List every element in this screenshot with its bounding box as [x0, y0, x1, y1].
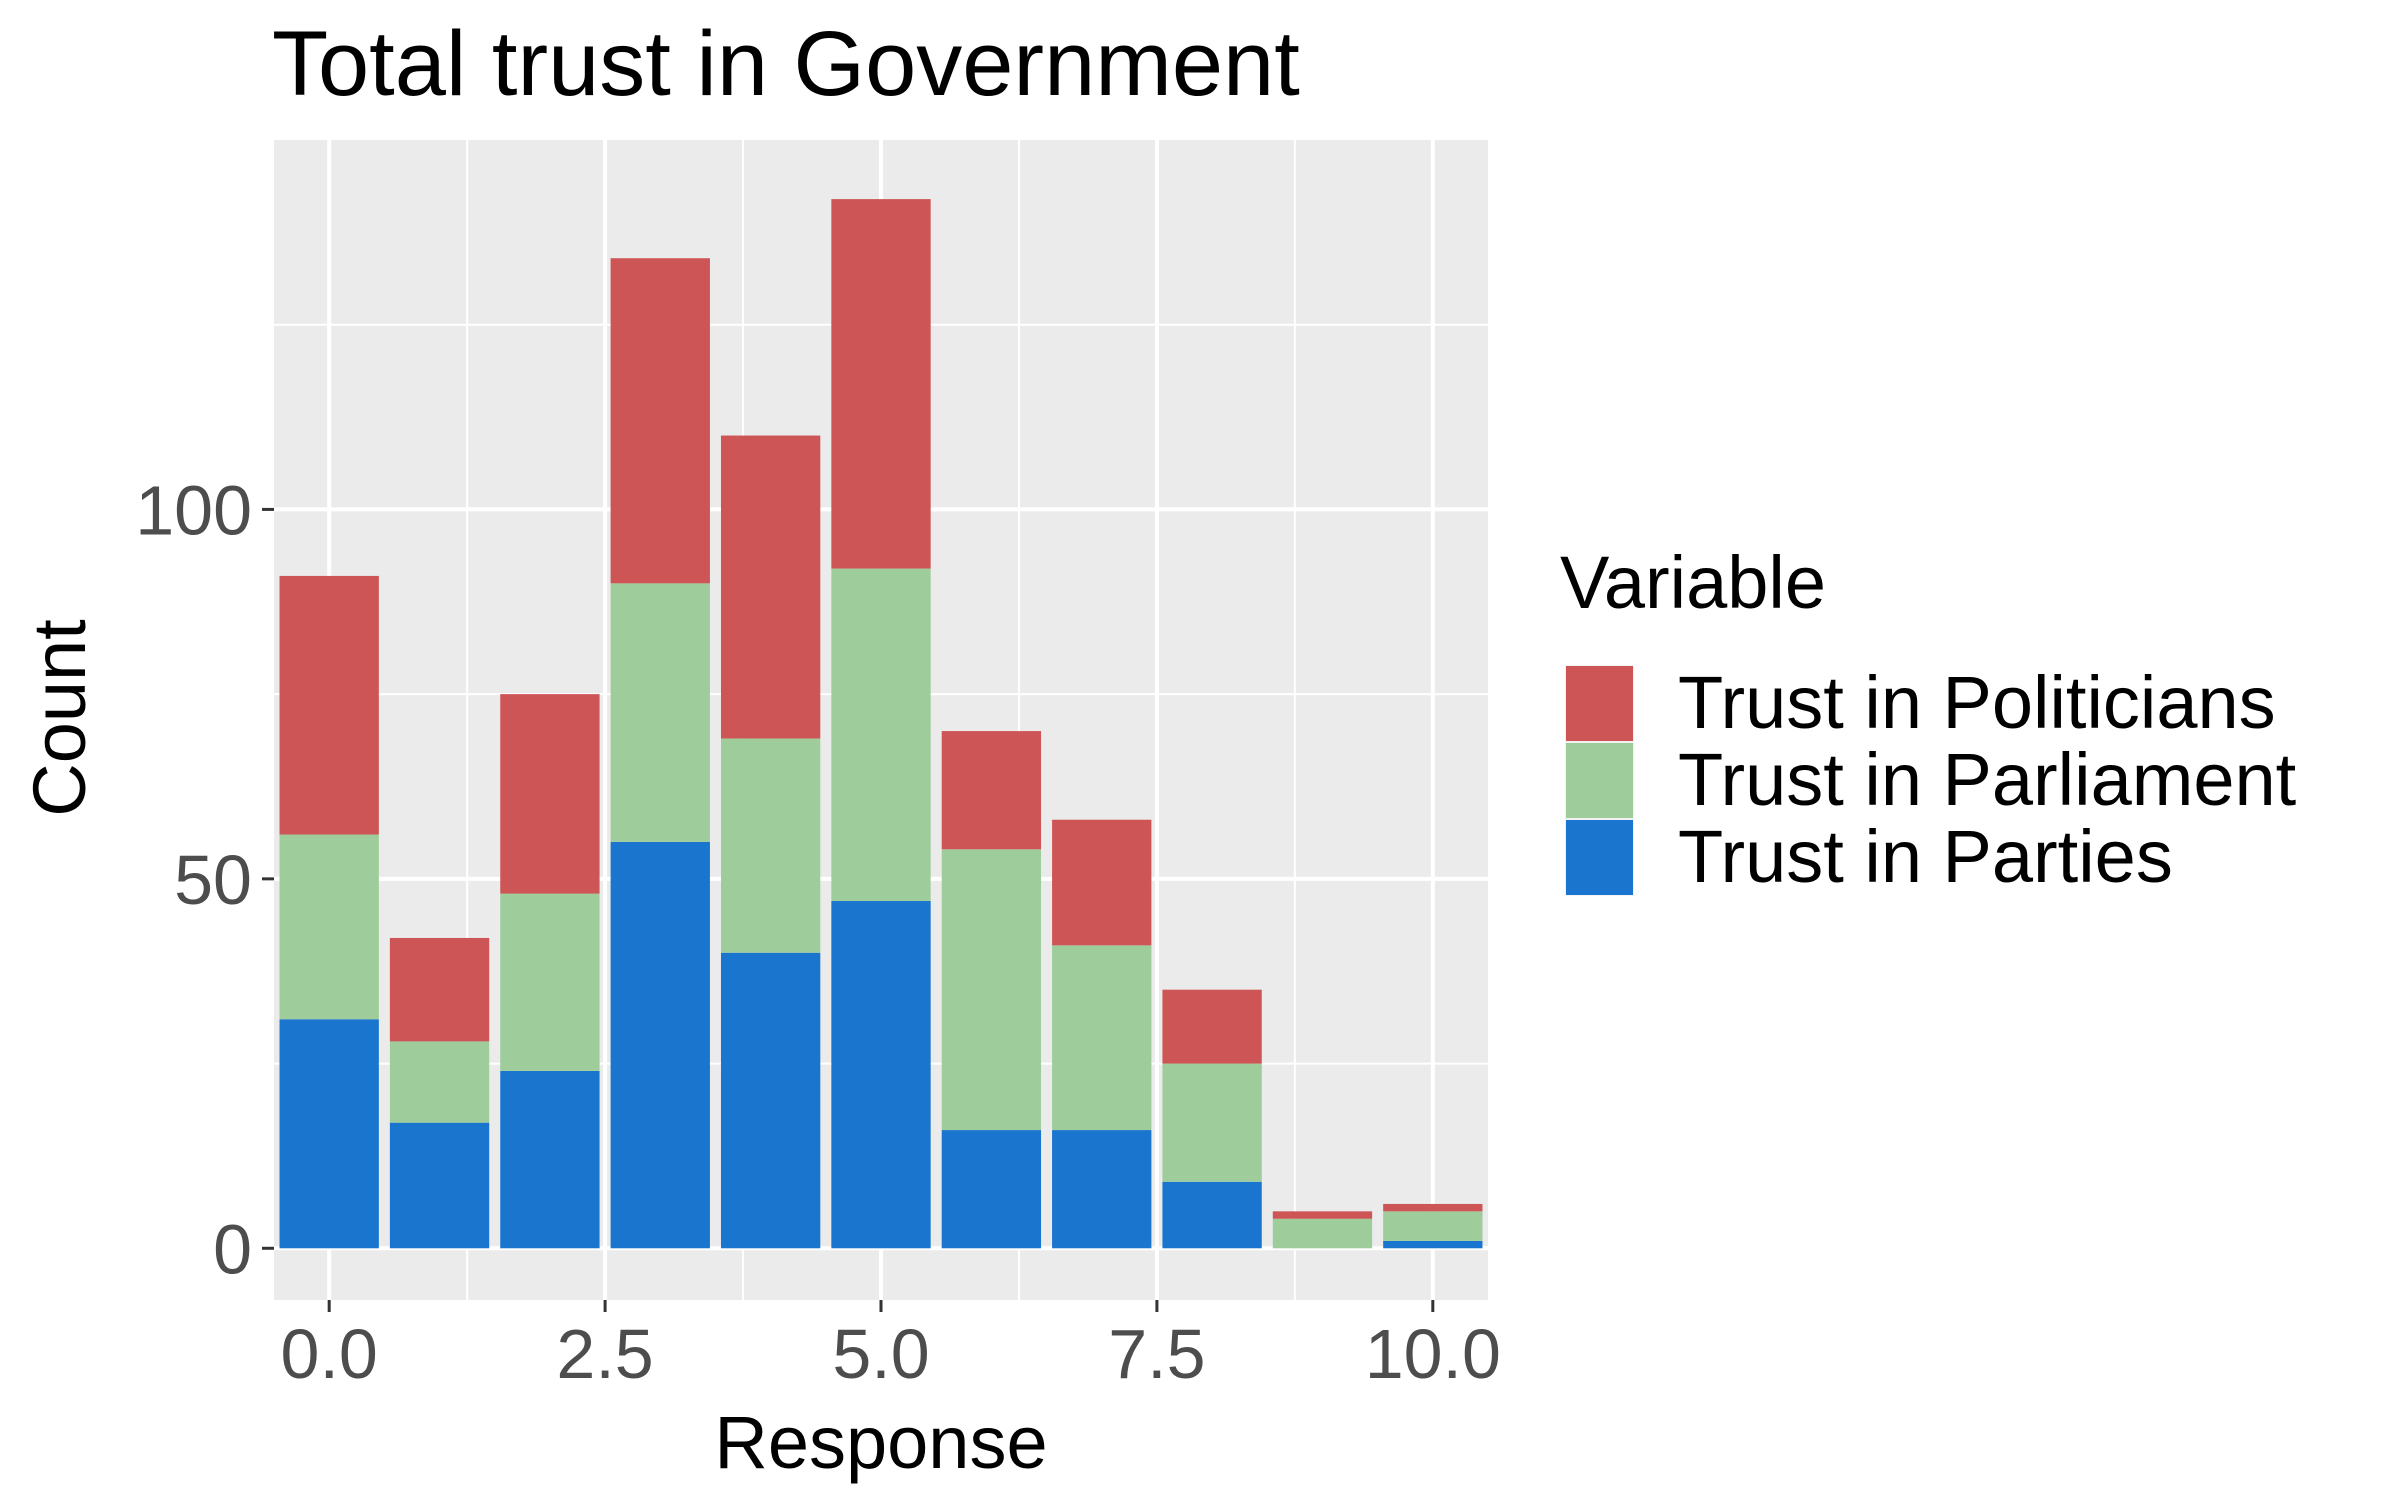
legend-label: Trust in Politicians [1678, 661, 2276, 744]
x-tick-label: 0.0 [281, 1315, 378, 1393]
legend-key [1566, 666, 1633, 741]
bar-trust-in-politicians-6 [941, 731, 1042, 850]
bar-trust-in-politicians-3 [610, 258, 710, 584]
bar-trust-in-parties-8 [1162, 1181, 1262, 1249]
bar-trust-in-parties-2 [500, 1070, 600, 1249]
x-tick-label: 10.0 [1365, 1315, 1501, 1393]
y-axis: 0 50 100 [135, 471, 274, 1288]
bar-trust-in-parties-0 [279, 1019, 379, 1249]
bar-trust-in-parliament-1 [389, 1041, 490, 1123]
x-axis-title: Response [714, 1401, 1047, 1484]
x-tick-label: 7.5 [1108, 1315, 1205, 1393]
bar-trust-in-politicians-5 [831, 199, 931, 569]
bar-trust-in-parliament-2 [500, 893, 600, 1071]
y-tick-label: 0 [213, 1210, 252, 1288]
chart-title: Total trust in Government [272, 13, 1300, 115]
bar-trust-in-parties-7 [1052, 1130, 1152, 1249]
bar-trust-in-parliament-9 [1272, 1218, 1373, 1249]
bar-trust-in-parliament-3 [610, 583, 710, 842]
bar-trust-in-parties-1 [389, 1122, 490, 1249]
y-tick-label: 50 [174, 841, 252, 919]
bar-trust-in-politicians-1 [389, 937, 490, 1042]
x-tick-label: 2.5 [556, 1315, 653, 1393]
bar-trust-in-parliament-7 [1052, 945, 1152, 1131]
bar-trust-in-parties-6 [941, 1130, 1042, 1249]
bars [279, 199, 1483, 1249]
bar-trust-in-politicians-4 [720, 435, 821, 739]
bar-trust-in-parties-5 [831, 901, 931, 1249]
y-axis-title: Count [18, 619, 101, 817]
x-axis: 0.0 2.5 5.0 7.5 10.0 [281, 1300, 1501, 1393]
bar-trust-in-politicians-9 [1272, 1211, 1373, 1219]
bar-trust-in-politicians-7 [1052, 819, 1152, 946]
bar-trust-in-politicians-8 [1162, 989, 1262, 1064]
bar-trust-in-parties-3 [610, 841, 710, 1249]
bar-trust-in-politicians-0 [279, 575, 379, 835]
y-tick-label: 100 [135, 471, 252, 549]
bar-trust-in-parliament-8 [1162, 1063, 1262, 1182]
x-tick-label: 5.0 [832, 1315, 929, 1393]
bar-trust-in-parties-4 [720, 952, 821, 1249]
legend-title: Variable [1560, 541, 1826, 624]
bar-trust-in-politicians-2 [500, 694, 600, 894]
bar-trust-in-parliament-5 [831, 568, 931, 902]
bar-trust-in-parliament-10 [1383, 1211, 1483, 1241]
legend-key [1566, 820, 1633, 895]
bar-trust-in-parliament-6 [941, 849, 1042, 1131]
legend-key [1566, 743, 1633, 818]
legend-label: Trust in Parliament [1678, 738, 2297, 821]
bar-trust-in-parliament-0 [279, 834, 379, 1020]
bar-trust-in-parties-10 [1383, 1240, 1483, 1249]
legend-label: Trust in Parties [1678, 815, 2173, 898]
bar-trust-in-parliament-4 [720, 738, 821, 953]
bar-trust-in-politicians-10 [1383, 1203, 1483, 1212]
